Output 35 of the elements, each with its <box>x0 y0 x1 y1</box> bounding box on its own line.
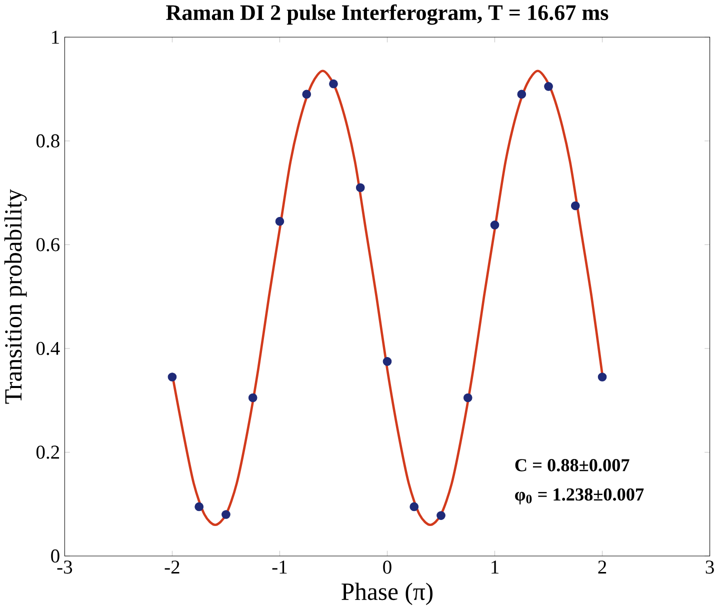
x-axis-title: Phase (π) <box>342 582 433 605</box>
point <box>598 372 607 382</box>
point <box>517 90 526 98</box>
point <box>356 183 365 192</box>
x-tick-label: 1 <box>492 560 498 574</box>
y-tick-label: 0.4 <box>36 342 60 355</box>
x-tick-label: -1 <box>272 560 287 574</box>
point <box>570 201 580 210</box>
y-axis-title: Transition probability <box>4 188 27 404</box>
y-tick-label: 0 <box>51 549 60 562</box>
point <box>248 393 258 402</box>
point <box>222 510 230 519</box>
chart-title: Raman DI 2 pulse Interferogram, T = 16.67 ms <box>166 4 608 25</box>
y-tick-label: 1 <box>52 30 59 44</box>
x-tick-label: 2 <box>598 560 606 574</box>
x-tick-label: 0 <box>383 560 392 574</box>
annotation: φ$_{0}$ = 1.238±0.007 <box>515 488 644 504</box>
point <box>329 79 338 88</box>
point <box>410 502 419 511</box>
point <box>168 372 177 382</box>
point <box>382 356 392 366</box>
point <box>436 510 446 520</box>
y-tick-label: 0.2 <box>36 445 60 459</box>
annotation: C = 0.88±0.007 <box>515 458 630 472</box>
point <box>463 393 472 402</box>
point <box>302 90 312 98</box>
y-tick-label: 0.6 <box>36 238 60 252</box>
point <box>490 220 500 230</box>
point <box>275 216 284 226</box>
y-tick-label: 0.8 <box>36 134 60 148</box>
x-tick-label: 3 <box>706 560 714 574</box>
x-tick-label: -2 <box>164 560 180 574</box>
point <box>194 502 204 511</box>
point <box>544 82 553 91</box>
x-tick-label: -3 <box>57 560 72 574</box>
